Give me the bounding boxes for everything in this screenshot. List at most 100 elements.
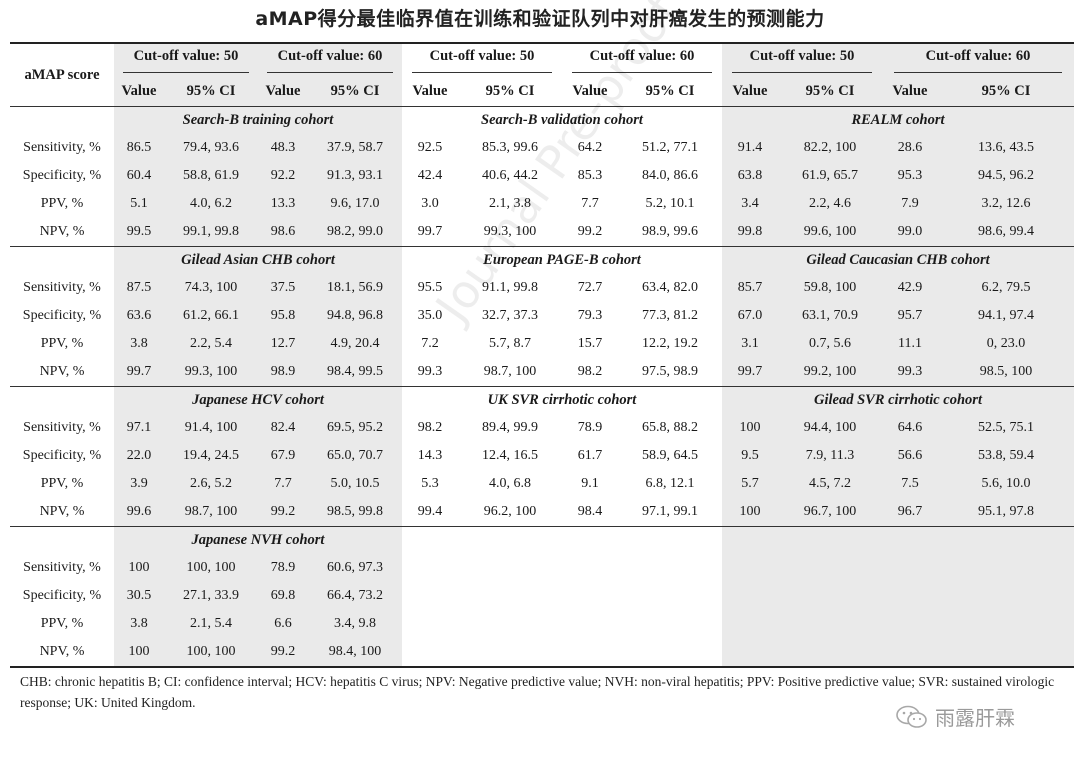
ci-cell: 99.3, 100 — [164, 358, 258, 387]
ci-cell: 69.5, 95.2 — [308, 414, 402, 442]
ci-cell: 51.2, 77.1 — [642, 140, 698, 155]
value-cell: 99.8 — [722, 218, 778, 247]
ci-cell: 91.1, 99.8 — [482, 280, 538, 295]
value-cell: 98.2 — [417, 420, 443, 435]
ci-cell: 0, 23.0 — [938, 330, 1074, 358]
value-cell: 9.1 — [581, 476, 599, 491]
value-cell: 30.5 — [114, 582, 164, 610]
value-cell: 99.7 — [114, 358, 164, 387]
value-cell: 48.3 — [258, 134, 308, 162]
metric-label: Sensitivity, % — [23, 560, 101, 575]
value-cell: 91.4 — [722, 134, 778, 162]
value-cell: 85.3 — [577, 168, 603, 183]
ci-cell: 4.5, 7.2 — [778, 470, 882, 498]
ci-cell: 100, 100 — [164, 638, 258, 668]
ci-cell: 53.8, 59.4 — [938, 442, 1074, 470]
metric-label: PPV, % — [40, 196, 84, 211]
value-cell: 78.9 — [577, 420, 603, 435]
value-cell — [562, 610, 618, 638]
ci-cell: 60.6, 97.3 — [308, 554, 402, 582]
wechat-icon — [896, 705, 927, 728]
value-cell: 60.4 — [114, 162, 164, 190]
value-cell: 97.1 — [114, 414, 164, 442]
value-cell: 85.7 — [722, 274, 778, 302]
value-cell: 61.7 — [577, 448, 603, 463]
ci-cell — [458, 638, 562, 668]
table-row: PPV, % 3.8 2.2, 5.4 12.7 4.9, 20.4 7.2 5.7, 8.… — [10, 330, 1074, 358]
cohort-name: Japanese NVH cohort — [114, 526, 402, 554]
cutoff-header: Cut-off value: 50 — [722, 43, 882, 76]
cohort-name: European PAGE-B cohort — [402, 246, 722, 274]
ci-cell: 59.8, 100 — [778, 274, 882, 302]
value-cell: 5.1 — [114, 190, 164, 218]
cohort-name: REALM cohort — [722, 106, 1074, 134]
ci-cell: 99.2, 100 — [778, 358, 882, 387]
value-cell: 42.9 — [882, 274, 938, 302]
results-table: aMAP score Cut-off value: 50 Cut-off val… — [10, 42, 1074, 668]
value-cell: 14.3 — [417, 448, 443, 463]
value-cell: 100 — [114, 638, 164, 668]
value-cell: 92.5 — [417, 140, 443, 155]
value-cell: 98.4 — [577, 504, 603, 519]
value-cell: 13.3 — [258, 190, 308, 218]
ci-cell: 95.1, 97.8 — [938, 498, 1074, 527]
metric-label: Specificity, % — [22, 588, 102, 603]
ci-cell: 40.6, 44.2 — [482, 168, 538, 183]
ci-cell: 94.8, 96.8 — [308, 302, 402, 330]
ci-cell — [618, 638, 722, 668]
ci-cell: 5.7, 8.7 — [489, 336, 531, 351]
brand-name: 雨露肝霖 — [935, 706, 1015, 730]
value-cell: 7.7 — [581, 196, 599, 211]
value-cell: 92.2 — [258, 162, 308, 190]
metric-label: Specificity, % — [22, 308, 102, 323]
value-header: Value — [258, 76, 308, 107]
ci-header: 95% CI — [164, 76, 258, 107]
ci-header: 95% CI — [778, 76, 882, 107]
cohort-name — [402, 526, 722, 554]
value-cell: 63.6 — [114, 302, 164, 330]
value-cell: 3.0 — [421, 196, 439, 211]
value-cell: 63.8 — [722, 162, 778, 190]
value-cell: 64.6 — [882, 414, 938, 442]
value-cell — [722, 582, 778, 610]
table-row: Specificity, % 60.4 58.8, 61.9 92.2 91.3, 93… — [10, 162, 1074, 190]
metric-label: Specificity, % — [22, 448, 102, 463]
ci-cell: 3.4, 9.8 — [308, 610, 402, 638]
value-cell — [722, 638, 778, 668]
value-cell — [882, 638, 938, 668]
value-cell: 98.6 — [258, 218, 308, 247]
value-cell: 100 — [722, 498, 778, 527]
metric-label: Sensitivity, % — [23, 140, 101, 155]
value-cell: 7.7 — [258, 470, 308, 498]
ci-cell: 65.8, 88.2 — [642, 420, 698, 435]
ci-cell: 58.9, 64.5 — [642, 448, 698, 463]
cohort-name: Search-B validation cohort — [481, 112, 643, 128]
value-cell: 56.6 — [882, 442, 938, 470]
ci-cell: 65.0, 70.7 — [308, 442, 402, 470]
cohort-row: Gilead Asian CHB cohort European PAGE-B c… — [10, 246, 1074, 274]
cohort-name: Japanese HCV cohort — [114, 386, 402, 414]
metric-label: Specificity, % — [22, 168, 102, 183]
value-cell: 3.1 — [722, 330, 778, 358]
brand-logo: 雨露肝霖 — [895, 702, 1015, 731]
cutoff-header: Cut-off value: 60 — [882, 43, 1074, 76]
cohort-name: Gilead SVR cirrhotic cohort — [722, 386, 1074, 414]
ci-cell — [458, 582, 562, 610]
value-cell: 95.3 — [882, 162, 938, 190]
value-cell: 99.0 — [882, 218, 938, 247]
value-cell: 100 — [722, 414, 778, 442]
ci-cell: 98.5, 100 — [938, 358, 1074, 387]
ci-cell: 99.6, 100 — [778, 218, 882, 247]
metric-label: NPV, % — [39, 224, 85, 239]
value-cell: 11.1 — [882, 330, 938, 358]
cohort-name — [722, 526, 1074, 554]
ci-cell: 91.4, 100 — [164, 414, 258, 442]
cohort-name: Search-B training cohort — [114, 106, 402, 134]
value-cell: 28.6 — [882, 134, 938, 162]
ci-cell: 6.8, 12.1 — [645, 476, 695, 491]
ci-cell — [778, 554, 882, 582]
ci-cell: 18.1, 56.9 — [308, 274, 402, 302]
ci-cell: 4.0, 6.8 — [489, 476, 531, 491]
table-body: Search-B training cohort Search-B validat… — [10, 106, 1074, 668]
value-cell: 7.5 — [882, 470, 938, 498]
